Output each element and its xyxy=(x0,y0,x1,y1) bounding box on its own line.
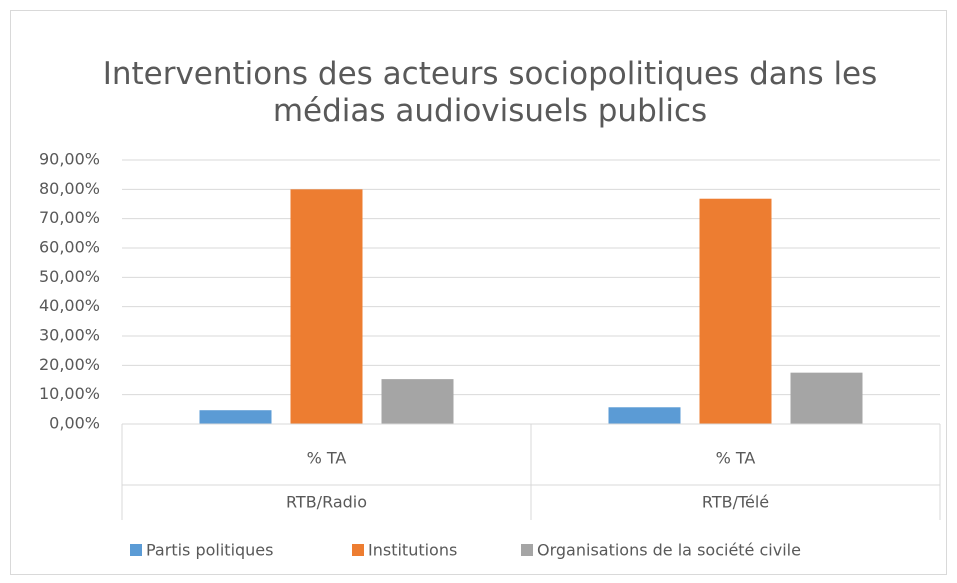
legend-swatch xyxy=(521,544,533,556)
y-tick-label: 30,00% xyxy=(39,326,100,345)
chart-title: Interventions des acteurs sociopolitique… xyxy=(103,56,878,129)
bar xyxy=(381,379,454,424)
legend-swatch xyxy=(130,544,142,556)
legend-label: Partis politiques xyxy=(146,541,273,560)
x-group-label: RTB/Radio xyxy=(286,493,367,512)
bar xyxy=(790,372,863,424)
x-tick-label: % TA xyxy=(716,449,756,468)
bar xyxy=(199,410,272,424)
bar xyxy=(699,198,772,424)
y-tick-label: 70,00% xyxy=(39,208,100,227)
legend-label: Institutions xyxy=(368,541,457,560)
y-tick-label: 50,00% xyxy=(39,267,100,286)
x-tick-label: % TA xyxy=(307,449,347,468)
y-tick-label: 80,00% xyxy=(39,179,100,198)
y-tick-label: 10,00% xyxy=(39,384,100,403)
legend-swatch xyxy=(352,544,364,556)
chart-border xyxy=(10,10,947,575)
y-tick-label: 0,00% xyxy=(49,414,100,433)
bar xyxy=(608,407,681,424)
y-tick-label: 60,00% xyxy=(39,238,100,257)
x-group-label: RTB/Télé xyxy=(702,493,769,512)
y-tick-label: 20,00% xyxy=(39,355,100,374)
bar xyxy=(290,189,363,424)
legend-label: Organisations de la société civile xyxy=(537,541,801,560)
y-tick-label: 90,00% xyxy=(39,150,100,169)
y-tick-label: 40,00% xyxy=(39,296,100,315)
